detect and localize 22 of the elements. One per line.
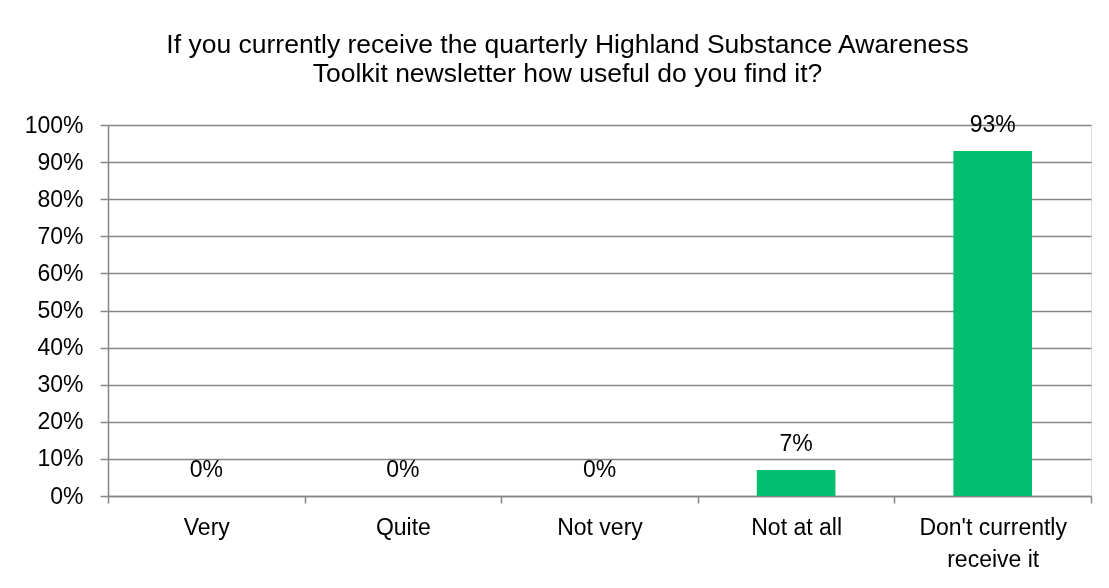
x-tick-label: Don't currently receive it [919, 513, 1068, 572]
y-tick-label: 70% [37, 222, 84, 249]
y-tick-label: 80% [37, 185, 84, 212]
y-tick-label: 0% [50, 482, 84, 509]
y-tick-label: 10% [37, 445, 84, 472]
y-tick-label: 90% [37, 148, 84, 175]
y-tick-label: 40% [37, 334, 84, 361]
y-tick-label: 100% [24, 111, 84, 138]
x-tick-label: Not very [557, 513, 644, 540]
y-tick-label: 20% [37, 408, 84, 435]
data-label: 0% [189, 456, 223, 482]
data-label: 0% [582, 456, 617, 482]
y-tick-label: 50% [37, 297, 84, 323]
y-tick-label: 60% [37, 259, 84, 286]
x-tick-label: Very [183, 513, 231, 540]
y-tick-label: 30% [37, 371, 84, 398]
x-tick-label: Quite [375, 513, 431, 540]
data-label: 7% [779, 430, 813, 457]
chart-title: If you currently receive the quarterly Highland Substance Awareness Toolkit newsletter how useful do you find it? [166, 29, 969, 89]
data-label: 93% [969, 110, 1016, 137]
x-tick-label: Not at all [751, 513, 842, 540]
data-label: 0% [386, 456, 420, 482]
